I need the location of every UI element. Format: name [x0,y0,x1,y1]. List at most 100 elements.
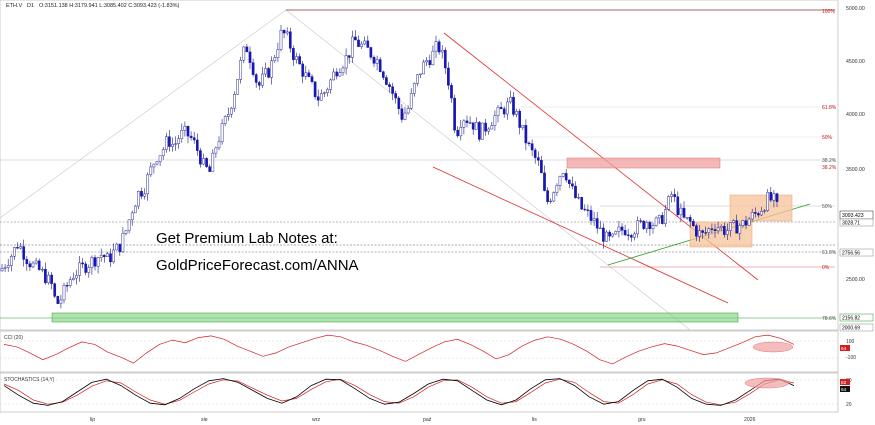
candle-body [524,125,528,144]
candle-body [62,285,66,301]
y-tick-3500: 3500.00 [846,167,865,173]
stoch-k-value-box [840,379,850,385]
candle-body [499,107,503,110]
candle-body [769,192,773,201]
fib-label-top: 100% [822,9,835,15]
level-2000-label: 2000.69 [842,326,860,332]
candle-body [226,113,230,117]
candle-body [561,173,565,177]
candle-body [239,60,243,80]
candle-body [304,72,308,77]
candle-body [626,234,630,236]
candle-body [242,46,246,61]
candle-body [248,51,252,63]
candle-body [664,209,667,224]
candle-body [744,220,748,226]
candle-body [437,41,441,53]
candle-body [465,120,469,123]
candle-body [276,49,280,58]
candle-body [84,263,88,273]
x-tick-lip: lip [90,417,95,423]
y-tick-4000: 4000.00 [846,112,865,118]
candle-body [772,193,776,201]
candle-body [34,260,38,264]
candle-body [462,120,466,128]
candle-body [645,222,649,229]
candle-body [530,143,534,151]
candle-body [679,207,683,216]
candle-body [735,220,739,234]
candle-body [425,60,429,63]
candle-body [766,192,770,211]
candle-body [726,230,729,235]
candle-body [611,233,615,237]
candle-body [180,130,184,139]
candle-body [130,212,134,221]
candle-body [385,77,388,85]
level-3028-box [839,218,874,227]
candle-body [614,231,618,235]
candle-body [580,197,584,210]
candle-body [521,125,525,128]
candle-body [31,262,35,268]
candle-body [372,57,376,64]
candle-body [81,262,84,265]
candle-body [363,40,367,45]
candle-body [456,129,460,137]
candle-body [633,233,636,238]
candle-body [642,220,646,229]
candle-body [598,227,602,229]
fib-label-618: 61.8% [822,105,837,111]
candle-body [350,36,354,58]
candle-body [202,158,205,165]
candle-body [6,265,10,268]
candle-body [509,96,512,103]
candle-body [75,275,78,279]
candle-body [403,112,407,120]
fib-label-382-gray: 38.2% [822,158,837,164]
candle-body [375,59,379,64]
candle-body [481,122,484,140]
candle-body [422,61,425,75]
fib-label-786: 78.6% [822,316,837,322]
candle-body [233,94,236,109]
candle-body [673,194,677,197]
level-2000-box [839,323,874,332]
candle-body [323,92,326,94]
candle-body [732,220,735,223]
candle-body [409,93,413,109]
candle-body [691,220,695,226]
candle-body [555,185,559,193]
candle-body [168,136,171,147]
candle-body [78,262,81,276]
candle-body [688,217,692,222]
candle-body [332,71,336,81]
analysis-drawings [0,9,835,331]
candle-body [474,122,478,130]
candle-body [564,173,568,181]
cci-panel [0,330,839,373]
candle-body [53,283,57,297]
candle-body [50,274,53,284]
level-2756-box [839,248,874,257]
candle-body [453,97,456,131]
candle-body [37,260,41,270]
candle-body [484,122,487,132]
candle-body [257,82,261,86]
candle-body [360,43,363,47]
current-price-label: 3093.423 [842,213,864,219]
candle-body [496,107,500,117]
candle-body [722,226,726,235]
ohlc-readout: O:3151.138 H:3179.941 L:3085.402 C:3093.… [39,3,180,9]
candle-body [301,63,305,77]
x-tick-lis: lis [532,417,537,423]
candle-body [515,110,518,115]
candle-body [540,160,543,174]
candle-body [0,267,4,272]
candle-body [400,108,404,120]
stoch-d-value: 64 [841,387,847,393]
candle-body [729,222,732,231]
candle-body [648,222,652,229]
candle-body [65,285,69,287]
